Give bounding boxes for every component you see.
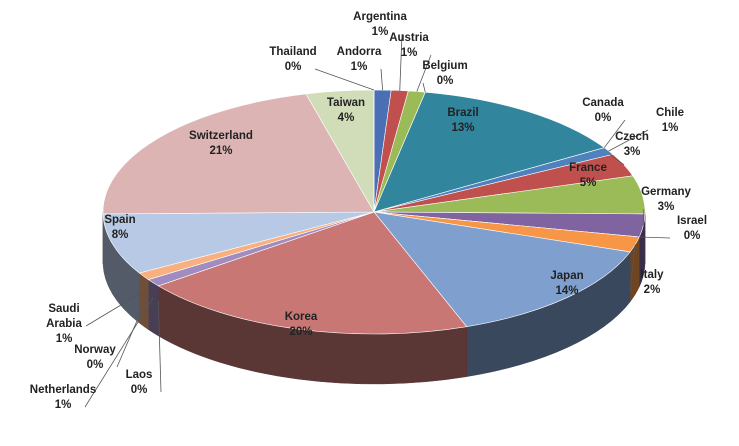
slice bbox=[157, 211, 468, 335]
slice-label: Switzerland 21% bbox=[189, 129, 253, 159]
slice-label: Belgium 0% bbox=[422, 59, 467, 89]
slice-label: Spain 8% bbox=[104, 213, 135, 243]
value-label: 21% bbox=[209, 145, 233, 157]
category-name: Austria bbox=[389, 32, 429, 44]
category-name: Canada bbox=[582, 97, 624, 109]
slice-side bbox=[148, 279, 159, 337]
leader-line bbox=[639, 236, 671, 239]
leader-line bbox=[157, 300, 162, 393]
leader-line bbox=[380, 68, 383, 91]
category-name: Brazil bbox=[447, 107, 479, 119]
leader-line bbox=[608, 129, 649, 152]
value-label: 2% bbox=[643, 284, 661, 296]
slice-label: France 5% bbox=[569, 161, 607, 191]
leader-line bbox=[116, 294, 149, 368]
value-label: 13% bbox=[451, 122, 475, 134]
slice bbox=[373, 211, 631, 327]
value-label: 0% bbox=[436, 75, 454, 87]
slice-label: Germany 3% bbox=[641, 185, 691, 215]
leader-line bbox=[314, 68, 375, 91]
value-label: 8% bbox=[111, 229, 129, 241]
slice-label: Israel 0% bbox=[677, 214, 707, 244]
slice-label: Laos 0% bbox=[126, 368, 153, 398]
category-name: Argentina bbox=[353, 11, 407, 23]
slice-label: Netherlands 1% bbox=[30, 383, 96, 413]
slice-label: Norway 0% bbox=[74, 343, 116, 373]
category-name: Netherlands bbox=[29, 384, 97, 396]
category-name: Chile bbox=[655, 107, 685, 119]
leader-line bbox=[85, 290, 144, 327]
category-name: Korea bbox=[284, 311, 318, 323]
slice-label: Thailand 0% bbox=[269, 45, 316, 75]
slice-label: Italy 2% bbox=[640, 268, 663, 298]
slice-label: Andorra 1% bbox=[337, 45, 382, 75]
slice-label: Austria 1% bbox=[389, 31, 429, 61]
slice-label: Saudi Arabia 1% bbox=[41, 302, 87, 347]
leader-line bbox=[609, 153, 625, 166]
category-name: Thailand bbox=[269, 46, 317, 58]
slice bbox=[102, 93, 375, 215]
leader-line bbox=[84, 297, 154, 408]
value-label: 1% bbox=[661, 122, 679, 134]
slice-label: Czech 3% bbox=[615, 130, 649, 160]
category-name: Japan bbox=[550, 270, 584, 282]
value-label: 0% bbox=[594, 112, 612, 124]
value-label: 0% bbox=[86, 359, 104, 371]
category-name: Israel bbox=[676, 215, 708, 227]
value-label: 3% bbox=[623, 146, 641, 158]
value-label: 1% bbox=[400, 47, 418, 59]
slice-label: Canada 0% bbox=[582, 96, 624, 126]
leader-line bbox=[416, 54, 432, 92]
category-name: Andorra bbox=[336, 46, 382, 58]
category-name: Laos bbox=[125, 369, 153, 381]
value-label: 4% bbox=[337, 112, 355, 124]
category-name: Saudi Arabia bbox=[46, 303, 82, 330]
slice bbox=[102, 211, 375, 274]
value-label: 1% bbox=[55, 333, 73, 345]
slice-label: Brazil 13% bbox=[447, 106, 478, 136]
value-label: 1% bbox=[350, 61, 368, 73]
value-label: 1% bbox=[54, 399, 72, 411]
slice-label: Chile 1% bbox=[656, 106, 684, 136]
category-name: Germany bbox=[641, 186, 691, 198]
value-label: 0% bbox=[284, 61, 302, 73]
slice-label: Korea 20% bbox=[285, 310, 318, 340]
value-label: 0% bbox=[683, 230, 701, 242]
category-name: Norway bbox=[74, 344, 116, 356]
value-label: 5% bbox=[579, 177, 597, 189]
slice-label: Japan 14% bbox=[550, 269, 583, 299]
category-name: Spain bbox=[104, 214, 136, 226]
value-label: 1% bbox=[371, 26, 389, 38]
leader-line bbox=[629, 244, 636, 293]
leader-line bbox=[422, 82, 426, 93]
category-name: Czech bbox=[615, 131, 649, 143]
value-label: 3% bbox=[657, 201, 675, 213]
category-name: Belgium bbox=[422, 60, 468, 72]
category-name: Italy bbox=[640, 269, 664, 281]
value-label: 0% bbox=[130, 384, 148, 396]
slice-side bbox=[139, 272, 149, 331]
slice bbox=[373, 91, 605, 213]
value-label: 14% bbox=[555, 285, 579, 297]
category-name: Taiwan bbox=[326, 97, 366, 109]
category-name: France bbox=[569, 162, 607, 174]
leader-line bbox=[399, 33, 403, 91]
slice-label: Argentina 1% bbox=[353, 10, 407, 40]
leader-line bbox=[642, 208, 645, 226]
slice-label: Taiwan 4% bbox=[327, 96, 365, 126]
value-label: 20% bbox=[289, 326, 313, 338]
leader-line bbox=[603, 119, 626, 148]
category-name: Switzerland bbox=[189, 130, 253, 142]
